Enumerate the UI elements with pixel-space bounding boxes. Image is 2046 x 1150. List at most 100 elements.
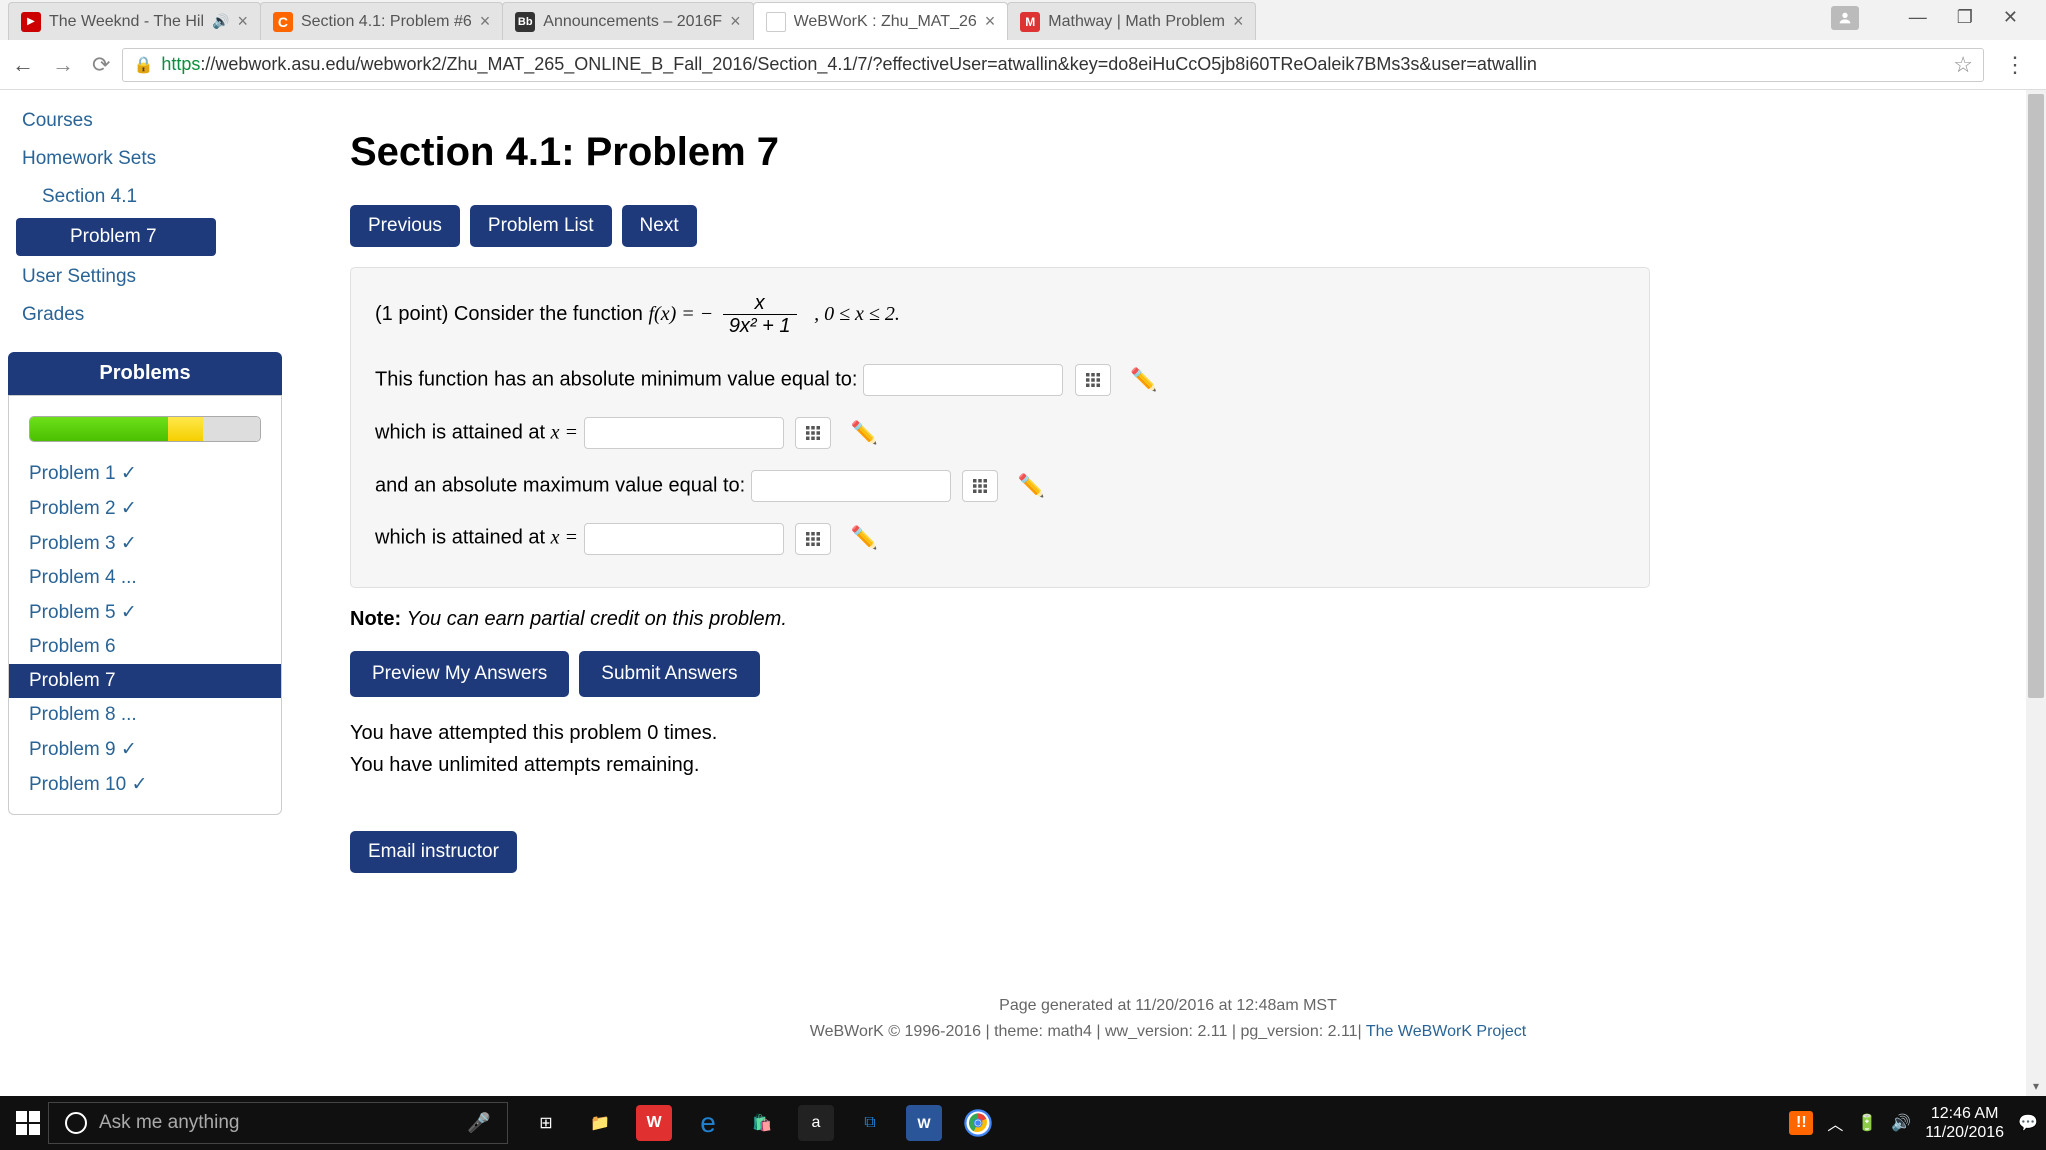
minimize-icon[interactable]: — [1909,7,1927,28]
scroll-down-icon[interactable]: ▾ [2026,1076,2046,1096]
problem-link[interactable]: Problem 9 ✓ [9,732,281,767]
problem-link[interactable]: Problem 3 ✓ [9,526,281,561]
sidebar-link-grades[interactable]: Grades [8,296,282,334]
problem-link-active[interactable]: Problem 7 [9,664,281,698]
mathway-icon: M [1020,12,1040,32]
browser-tab[interactable]: M Mathway | Math Problem × [1007,2,1256,40]
scroll-thumb[interactable] [2028,94,2044,698]
problem-nav: Previous Problem List Next [350,205,1986,247]
answer-input-min-value[interactable] [863,364,1063,396]
chegg-icon: C [273,12,293,32]
task-view-icon[interactable]: ⊞ [528,1105,564,1141]
sidebar-link-section[interactable]: Section 4.1 [8,178,282,216]
problems-heading: Problems [8,352,282,395]
close-icon[interactable]: × [480,11,491,32]
problem-link[interactable]: Problem 4 ... [9,561,281,595]
keypad-icon[interactable] [962,470,998,502]
cortana-placeholder: Ask me anything [99,1112,239,1134]
bookmark-star-icon[interactable]: ☆ [1953,52,1973,78]
maximize-icon[interactable]: ❐ [1957,7,1973,28]
browser-tab-active[interactable]: WeBWorK : Zhu_MAT_26 × [753,2,1009,40]
clock[interactable]: 12:46 AM 11/20/2016 [1925,1104,2004,1142]
progress-complete [30,417,168,441]
tray-icon[interactable]: !! [1789,1111,1813,1135]
sidebar-link-current-problem[interactable]: Problem 7 [16,218,216,256]
sidebar-link-user-settings[interactable]: User Settings [8,258,282,296]
sidebar-link-courses[interactable]: Courses [8,102,282,140]
tab-title: The Weeknd - The Hil [49,13,204,31]
browser-tab[interactable]: C Section 4.1: Problem #6 × [260,2,503,40]
problem-link[interactable]: Problem 1 ✓ [9,456,281,491]
answer-input-min-x[interactable] [584,417,784,449]
keypad-icon[interactable] [1075,364,1111,396]
browser-tab-strip: ▶ The Weeknd - The Hil 🔊 × C Section 4.1… [0,0,2046,40]
windows-icon [16,1111,40,1135]
word-icon[interactable]: W [906,1105,942,1141]
close-icon[interactable]: × [1233,11,1244,32]
blackboard-icon: Bb [515,12,535,32]
webwork-project-link[interactable]: The WeBWorK Project [1366,1023,1526,1040]
cortana-circle-icon [65,1112,87,1134]
next-button[interactable]: Next [622,205,697,247]
sidebar-link-homework-sets[interactable]: Homework Sets [8,140,282,178]
answer-input-max-x[interactable] [584,523,784,555]
close-icon[interactable]: × [730,11,741,32]
problem-link[interactable]: Problem 6 [9,630,281,664]
answer-input-max-value[interactable] [751,470,951,502]
scrollbar[interactable]: ▴ ▾ [2026,90,2046,1096]
browser-tab[interactable]: Bb Announcements – 2016F × [502,2,753,40]
pencil-icon[interactable]: ✏️ [1130,354,1157,407]
attempts-info: You have attempted this problem 0 times.… [350,717,1986,781]
edge-icon[interactable]: e [690,1105,726,1141]
back-icon[interactable]: ← [12,52,34,78]
keypad-icon[interactable] [795,523,831,555]
battery-icon[interactable]: 🔋 [1857,1113,1877,1133]
problem-list-button[interactable]: Problem List [470,205,612,247]
question-line: which is attained at [375,527,551,549]
start-button[interactable] [8,1103,48,1143]
page-footer: Page generated at 11/20/2016 at 12:48am … [350,993,1986,1044]
question-line: This function has an absolute minimum va… [375,369,858,391]
browser-tab[interactable]: ▶ The Weeknd - The Hil 🔊 × [8,2,261,40]
keypad-icon[interactable] [795,417,831,449]
pencil-icon[interactable]: ✏️ [851,407,878,460]
tray-chevron-icon[interactable]: ︿ [1827,1111,1843,1135]
microphone-icon[interactable]: 🎤 [467,1111,491,1135]
file-explorer-icon[interactable]: 📁 [582,1105,618,1141]
problem-link[interactable]: Problem 2 ✓ [9,491,281,526]
email-instructor-button[interactable]: Email instructor [350,831,517,873]
tab-title: Mathway | Math Problem [1048,13,1225,31]
url-input[interactable]: 🔒 https://webwork.asu.edu/webwork2/Zhu_M… [122,48,1984,82]
app-icon[interactable]: W [636,1105,672,1141]
dropbox-icon[interactable]: ⧉ [852,1105,888,1141]
profile-icon[interactable] [1831,6,1859,30]
problem-link[interactable]: Problem 5 ✓ [9,595,281,630]
submit-row: Preview My Answers Submit Answers [350,651,1986,697]
chrome-icon[interactable] [960,1105,996,1141]
tab-title: Announcements – 2016F [543,13,722,31]
app-icon[interactable]: a [798,1105,834,1141]
notifications-icon[interactable]: 💬 [2018,1113,2038,1133]
problem-link[interactable]: Problem 10 ✓ [9,767,281,802]
pencil-icon[interactable]: ✏️ [1018,460,1045,513]
preview-answers-button[interactable]: Preview My Answers [350,651,569,697]
close-icon[interactable]: × [237,11,248,32]
submit-answers-button[interactable]: Submit Answers [579,651,759,697]
close-window-icon[interactable]: ✕ [2003,7,2018,28]
pencil-icon[interactable]: ✏️ [851,512,878,565]
audio-icon[interactable]: 🔊 [212,13,229,30]
volume-icon[interactable]: 🔊 [1891,1113,1911,1133]
nav-buttons: ← → ⟳ [12,52,110,78]
menu-icon[interactable]: ⋮ [1996,52,2034,78]
forward-icon[interactable]: → [52,52,74,78]
reload-icon[interactable]: ⟳ [92,52,110,78]
page-content: Courses Homework Sets Section 4.1 Proble… [0,90,2046,1096]
problem-link[interactable]: Problem 8 ... [9,698,281,732]
previous-button[interactable]: Previous [350,205,460,247]
note-text: Note: You can earn partial credit on thi… [350,608,1986,631]
page-title: Section 4.1: Problem 7 [350,130,1986,175]
progress-bar [9,408,281,456]
store-icon[interactable]: 🛍️ [744,1105,780,1141]
close-icon[interactable]: × [985,11,996,32]
cortana-search[interactable]: Ask me anything 🎤 [48,1102,508,1144]
